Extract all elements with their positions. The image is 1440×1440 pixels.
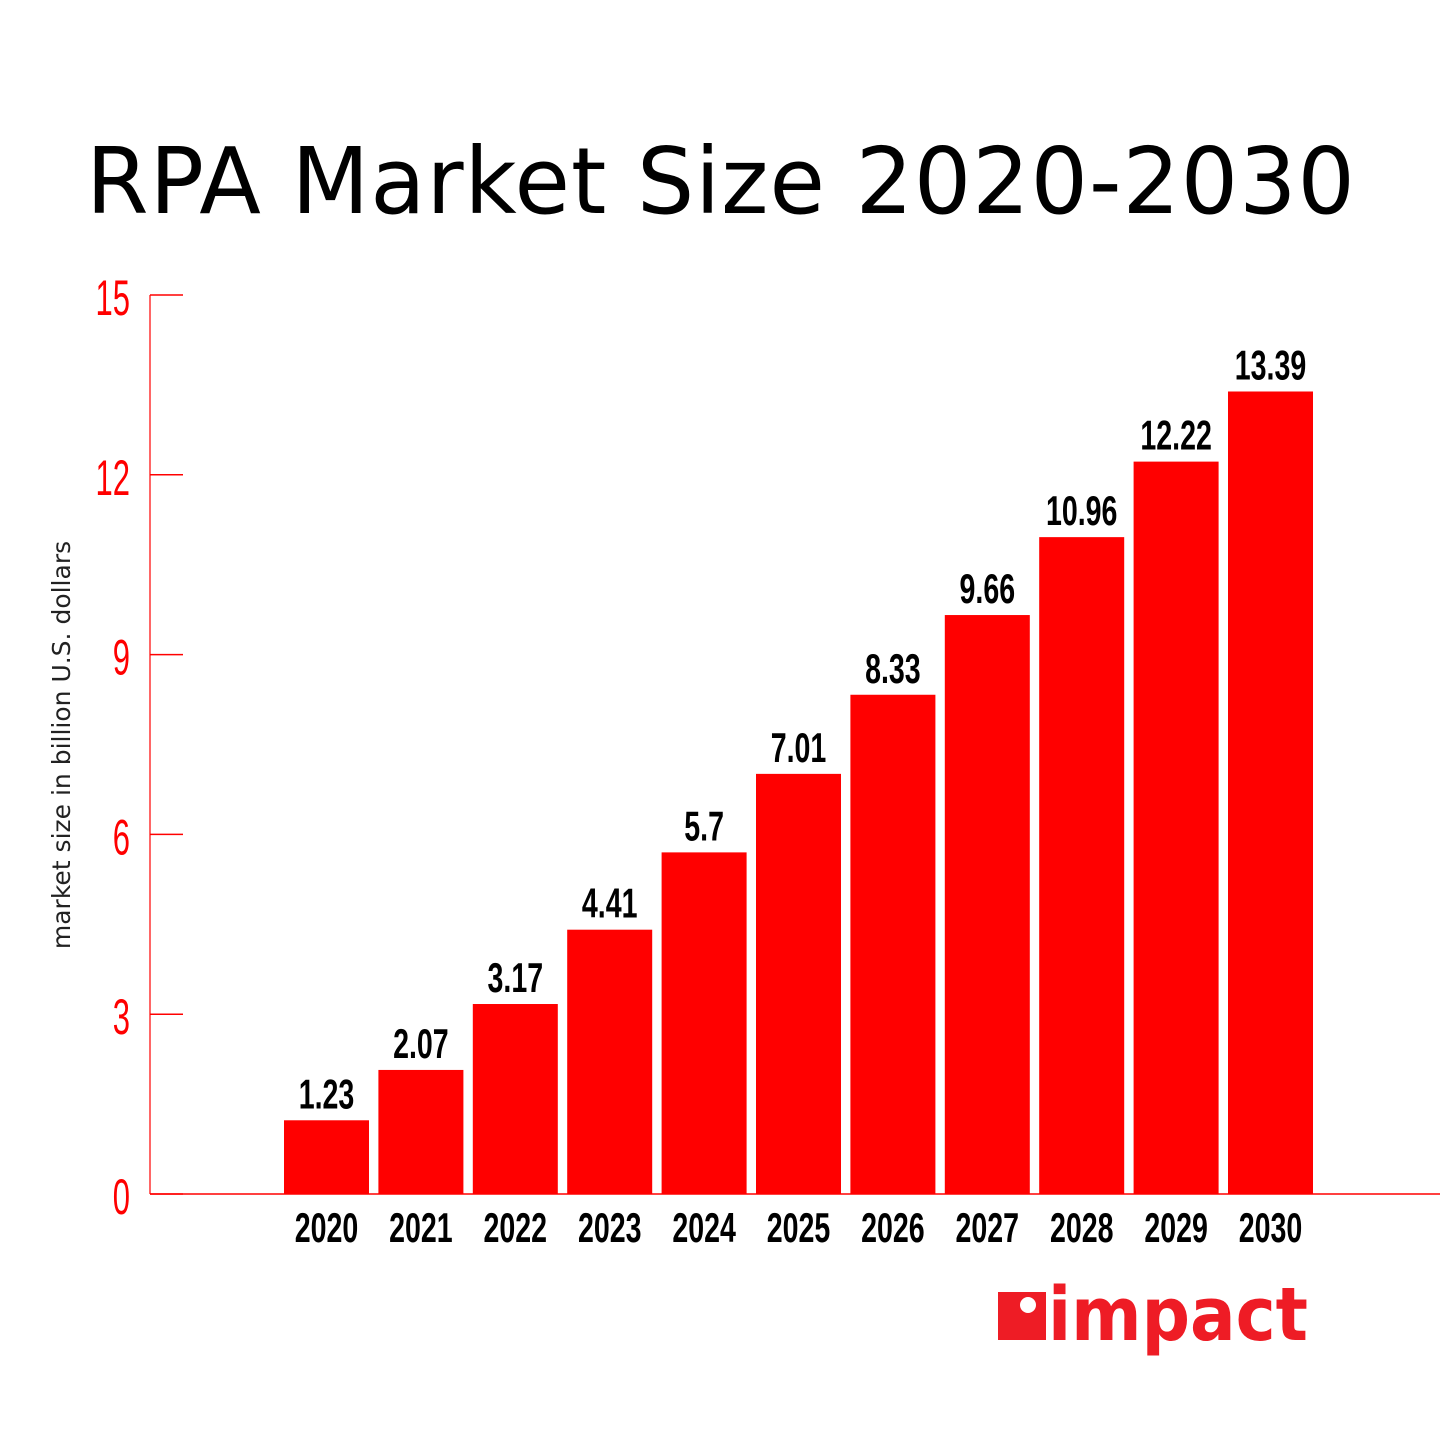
bar-2026: [850, 694, 936, 1194]
x-tick-label: 2029: [1144, 1203, 1208, 1251]
bar-2030: [1228, 391, 1313, 1194]
bar-2025: [756, 773, 841, 1194]
bar-2021: [378, 1069, 464, 1194]
bar-2024: [661, 852, 747, 1194]
bar-2029: [1133, 461, 1219, 1195]
logo-dot-icon: [1020, 1297, 1036, 1313]
bars: 1.23 2020 2.07 2021 3.17 2022 4.41 2023 5.7 2024 7…: [284, 341, 1313, 1251]
x-tick-label: 2021: [389, 1203, 453, 1251]
bar-2028: [1039, 537, 1125, 1194]
x-tick-label: 2020: [295, 1203, 359, 1251]
x-tick-label: 2025: [767, 1203, 831, 1251]
impact-logo: impact: [998, 1272, 1308, 1358]
x-tick-label: 2024: [672, 1203, 736, 1251]
data-label: 3.17: [488, 953, 544, 1001]
bar-2027: [944, 615, 1030, 1194]
data-label: 9.66: [960, 564, 1016, 612]
x-tick-label: 2026: [861, 1203, 925, 1251]
data-label: 8.33: [865, 644, 921, 692]
y-tick-label: 3: [113, 989, 130, 1045]
data-label: 7.01: [771, 723, 827, 771]
logo-square-icon: [998, 1292, 1046, 1340]
y-tick-label: 6: [113, 809, 130, 865]
y-tick-label: 12: [96, 449, 130, 505]
bar-2023: [567, 929, 653, 1194]
x-tick-label: 2030: [1239, 1203, 1303, 1251]
x-tick-label: 2023: [578, 1203, 642, 1251]
data-label: 2.07: [393, 1019, 449, 1067]
bar-2022: [472, 1004, 558, 1194]
y-tick-label: 9: [113, 629, 130, 685]
data-label: 4.41: [582, 879, 638, 927]
data-label: 12.22: [1140, 411, 1211, 459]
y-tick-label: 0: [113, 1168, 130, 1224]
y-axis-label: market size in billion U.S. dollars: [47, 541, 76, 949]
logo-text: impact: [1048, 1272, 1308, 1358]
data-label: 13.39: [1235, 341, 1306, 389]
data-label: 5.7: [684, 802, 724, 850]
x-tick-label: 2022: [484, 1203, 548, 1251]
bar-2020: [284, 1120, 369, 1194]
data-label: 1.23: [299, 1070, 355, 1118]
data-label: 10.96: [1046, 487, 1117, 535]
y-tick-label: 15: [96, 269, 130, 325]
x-tick-label: 2027: [956, 1203, 1020, 1251]
x-tick-label: 2028: [1050, 1203, 1114, 1251]
chart-title: RPA Market Size 2020-2030: [86, 128, 1356, 235]
